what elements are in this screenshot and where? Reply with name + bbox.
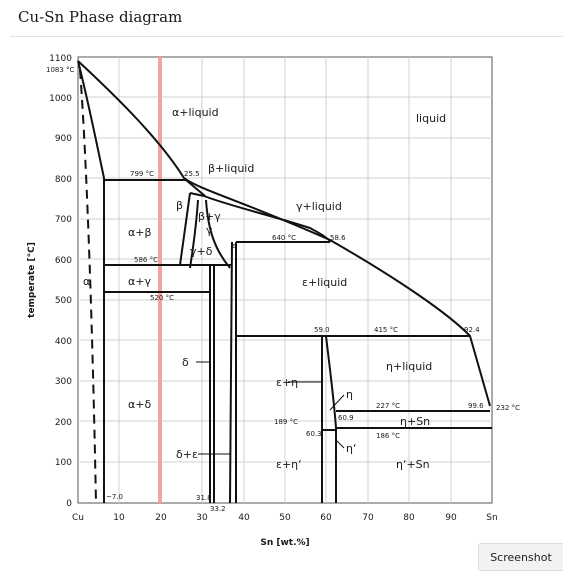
y-tick: 0: [66, 499, 72, 509]
phase-label-eps-liquid: ε+liquid: [302, 276, 347, 289]
x-tick: 30: [196, 513, 208, 523]
annotation-58-6: 58.6: [330, 234, 346, 242]
annotation-33-2: 33.2: [210, 505, 226, 513]
annotation-60-3: 60.3: [306, 430, 322, 438]
phase-label-alpha-beta: α+β: [128, 226, 152, 239]
y-tick: 200: [55, 418, 72, 428]
annotation-640: 640 °C: [272, 234, 296, 242]
phase-label-liquid: liquid: [416, 112, 446, 125]
annotation-7-0: ~7.0: [106, 493, 123, 501]
annotation-227: 227 °C: [376, 402, 400, 410]
phase-label-alpha: α: [83, 275, 90, 288]
annotation-520: 520 °C: [150, 294, 174, 302]
x-tick-labels: Cu 10 20 30 40 50 60 70 80 90 Sn: [72, 513, 498, 523]
annotation-232: 232 °C: [496, 404, 520, 412]
x-tick: 80: [403, 513, 415, 523]
annotation-1083: 1083 °C: [46, 66, 75, 74]
phase-label-eta: η: [346, 388, 353, 401]
y-tick: 700: [55, 215, 72, 225]
phase-label-eta-liquid: η+liquid: [386, 360, 432, 373]
x-tick: 10: [113, 513, 125, 523]
x-tick: 90: [445, 513, 457, 523]
annotation-60-9: 60.9: [338, 414, 354, 422]
phase-label-beta: β: [176, 199, 183, 212]
x-tick: 20: [155, 513, 167, 523]
phase-label-gamma-delta: γ+δ: [190, 245, 213, 258]
y-tick: 400: [55, 337, 72, 347]
phase-label-beta-gamma: β+γ: [198, 210, 221, 223]
phase-label-gamma: γ: [206, 224, 213, 237]
phase-label-eps-small: ε: [232, 242, 236, 250]
phase-label-eta-prime: η‘: [346, 442, 356, 455]
phase-region-labels: liquid α+liquid β+liquid γ+liquid ε+liqu…: [83, 106, 446, 471]
annotation-25-5: 25.5: [184, 170, 200, 178]
x-tick: Sn: [486, 513, 497, 523]
phase-label-alpha-liquid: α+liquid: [172, 106, 219, 119]
y-tick: 500: [55, 296, 72, 306]
x-tick: Cu: [72, 513, 84, 523]
y-tick: 1000: [49, 94, 72, 104]
phase-label-alpha-delta: α+δ: [128, 398, 151, 411]
y-tick: 600: [55, 256, 72, 266]
annotation-59-0: 59.0: [314, 326, 330, 334]
x-tick: 70: [362, 513, 374, 523]
phase-label-eps-eta: ε+η: [276, 376, 298, 389]
title-divider: [10, 36, 563, 37]
x-tick: 50: [279, 513, 291, 523]
phase-label-eta-sn: η+Sn: [400, 415, 430, 428]
page-title: Cu-Sn Phase diagram: [18, 8, 183, 26]
y-tick-labels: 0 100 200 300 400 500 600 700 800 900 10…: [49, 54, 72, 509]
phase-label-delta-eps: δ+ε: [176, 448, 198, 461]
phase-label-gamma-liquid: γ+liquid: [296, 200, 342, 213]
annotation-415: 415 °C: [374, 326, 398, 334]
annotation-92-4: 92.4: [464, 326, 480, 334]
phase-label-alpha-gamma: α+γ: [128, 275, 151, 288]
numeric-annotations: 799 °C 25.5 640 °C 58.6 586 °C 520 °C 59…: [106, 170, 520, 513]
y-tick: 800: [55, 175, 72, 185]
y-tick: 100: [55, 458, 72, 468]
annotation-586: 586 °C: [134, 256, 158, 264]
y-tick: 1100: [49, 54, 72, 64]
composition-marker-line: [158, 57, 162, 503]
y-tick: 300: [55, 377, 72, 387]
x-tick: 40: [238, 513, 250, 523]
y-tick: 900: [55, 134, 72, 144]
annotation-31-8: 31.8: [196, 494, 212, 502]
x-axis-label: Sn [wt.%]: [260, 538, 309, 548]
annotation-99-6: 99.6: [468, 402, 484, 410]
x-tick: 60: [320, 513, 332, 523]
label-leaders: [196, 361, 345, 455]
phase-label-eta-prime-sn: η‘+Sn: [396, 458, 430, 471]
phase-label-beta-liquid: β+liquid: [208, 162, 254, 175]
y-axis-label: temperate [°C]: [27, 242, 37, 318]
grid-lines: [78, 57, 492, 503]
phase-label-delta: δ: [182, 356, 189, 369]
phase-boundaries: [77, 60, 492, 504]
annotation-186: 186 °C: [376, 432, 400, 440]
annotation-799: 799 °C: [130, 170, 154, 178]
annotation-189: 189 °C: [274, 418, 298, 426]
screenshot-button[interactable]: Screenshot: [478, 543, 563, 571]
phase-label-eps-eta-prime: ε+η‘: [276, 458, 302, 471]
